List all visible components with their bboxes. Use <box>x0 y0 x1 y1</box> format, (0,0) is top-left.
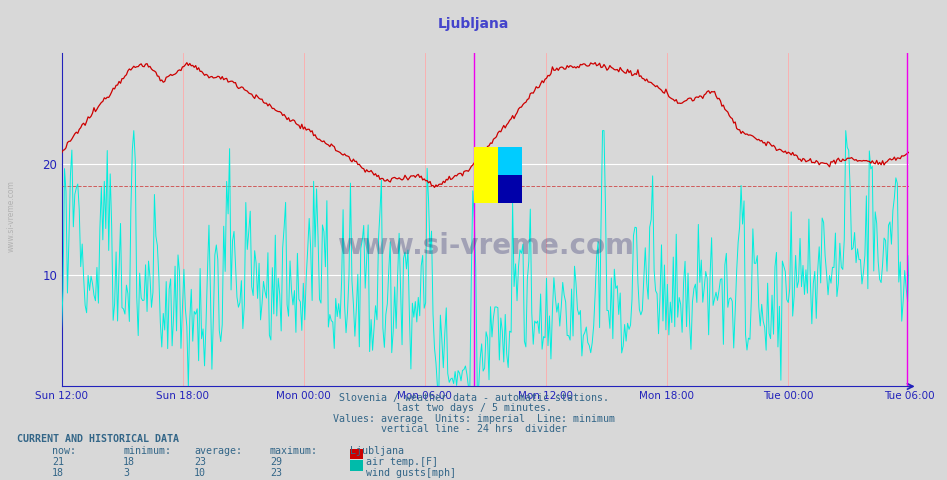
Text: CURRENT AND HISTORICAL DATA: CURRENT AND HISTORICAL DATA <box>17 434 179 444</box>
Text: www.si-vreme.com: www.si-vreme.com <box>7 180 16 252</box>
Bar <box>474 147 498 203</box>
Text: now:: now: <box>52 446 76 456</box>
Text: wind gusts[mph]: wind gusts[mph] <box>366 468 456 479</box>
Polygon shape <box>498 147 522 175</box>
Text: 10: 10 <box>194 468 206 479</box>
Text: last two days / 5 minutes.: last two days / 5 minutes. <box>396 403 551 413</box>
Text: average:: average: <box>194 446 242 456</box>
Text: 3: 3 <box>123 468 129 479</box>
Text: air temp.[F]: air temp.[F] <box>366 457 438 467</box>
Text: 21: 21 <box>52 457 64 467</box>
Text: 23: 23 <box>194 457 206 467</box>
Text: www.si-vreme.com: www.si-vreme.com <box>337 232 634 260</box>
Text: Values: average  Units: imperial  Line: minimum: Values: average Units: imperial Line: mi… <box>332 414 615 424</box>
Text: 29: 29 <box>270 457 282 467</box>
Text: 18: 18 <box>52 468 64 479</box>
Text: Ljubljana: Ljubljana <box>438 17 509 31</box>
Text: 18: 18 <box>123 457 135 467</box>
Text: Ljubljana: Ljubljana <box>350 446 404 456</box>
Text: maximum:: maximum: <box>270 446 318 456</box>
Text: 23: 23 <box>270 468 282 479</box>
Text: vertical line - 24 hrs  divider: vertical line - 24 hrs divider <box>381 424 566 434</box>
Text: minimum:: minimum: <box>123 446 171 456</box>
Text: Slovenia / weather data - automatic stations.: Slovenia / weather data - automatic stat… <box>338 393 609 403</box>
Polygon shape <box>498 175 522 203</box>
